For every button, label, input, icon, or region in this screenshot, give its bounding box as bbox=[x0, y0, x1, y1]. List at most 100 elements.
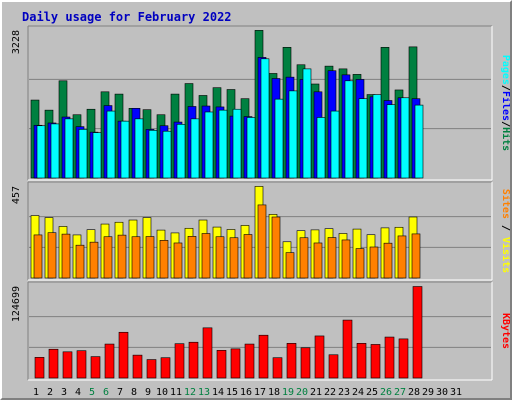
bar-kbytes-day-7 bbox=[118, 331, 129, 379]
y-max-label: 457 bbox=[11, 186, 22, 204]
day-label-23: 23 bbox=[338, 387, 350, 398]
bar-sites-day-27 bbox=[397, 235, 407, 279]
bar-pages-day-11 bbox=[176, 124, 186, 179]
bar-pages-day-18 bbox=[274, 98, 284, 179]
axis-label-part: Files bbox=[500, 91, 510, 121]
bar-sites-day-19 bbox=[285, 252, 295, 279]
bar-pages-day-10 bbox=[162, 130, 172, 179]
day-label-27: 27 bbox=[394, 387, 406, 398]
bar-kbytes-day-6 bbox=[104, 343, 115, 379]
day-label-26: 26 bbox=[380, 387, 392, 398]
day-label-6: 6 bbox=[103, 387, 109, 398]
axis-label-part: KBytes bbox=[500, 313, 510, 349]
bar-sites-day-4 bbox=[75, 244, 85, 279]
day-label-2: 2 bbox=[47, 387, 53, 398]
bar-sites-day-25 bbox=[369, 246, 379, 279]
bar-pages-day-28 bbox=[414, 104, 424, 179]
day-label-21: 21 bbox=[310, 387, 322, 398]
bar-sites-day-10 bbox=[159, 240, 169, 279]
bar-kbytes-day-18 bbox=[272, 357, 283, 379]
series-axis-label: Sites / Visits bbox=[500, 189, 510, 273]
bar-pages-day-24 bbox=[358, 98, 368, 179]
day-label-16: 16 bbox=[240, 387, 252, 398]
graph-title: Daily usage for February 2022 bbox=[22, 10, 232, 24]
bar-sites-day-22 bbox=[327, 237, 337, 279]
bar-pages-day-4 bbox=[78, 129, 88, 179]
axis-label-part: Sites bbox=[500, 189, 510, 219]
bar-kbytes-day-9 bbox=[146, 359, 157, 379]
day-label-22: 22 bbox=[324, 387, 336, 398]
day-label-15: 15 bbox=[226, 387, 238, 398]
day-label-19: 19 bbox=[282, 387, 294, 398]
bar-sites-day-17 bbox=[257, 204, 267, 279]
bar-pages-day-8 bbox=[134, 118, 144, 179]
bar-kbytes-day-5 bbox=[90, 356, 101, 379]
bar-kbytes-day-23 bbox=[342, 319, 353, 379]
bar-pages-day-23 bbox=[344, 80, 354, 179]
bar-pages-day-21 bbox=[316, 117, 326, 179]
day-label-30: 30 bbox=[436, 387, 448, 398]
bar-kbytes-day-16 bbox=[244, 343, 255, 379]
day-label-18: 18 bbox=[268, 387, 280, 398]
axis-label-part: Pages bbox=[500, 55, 510, 85]
bar-sites-day-9 bbox=[145, 236, 155, 279]
bar-kbytes-day-8 bbox=[132, 354, 143, 379]
bar-pages-day-9 bbox=[148, 130, 158, 179]
bar-kbytes-day-27 bbox=[398, 338, 409, 379]
day-label-31: 31 bbox=[450, 387, 462, 398]
bar-sites-day-28 bbox=[411, 233, 421, 279]
day-label-9: 9 bbox=[145, 387, 151, 398]
bar-pages-day-14 bbox=[218, 109, 228, 179]
bar-pages-day-26 bbox=[386, 104, 396, 179]
bar-kbytes-day-20 bbox=[300, 347, 311, 379]
bar-pages-day-5 bbox=[92, 132, 102, 179]
day-label-1: 1 bbox=[33, 387, 39, 398]
day-label-5: 5 bbox=[89, 387, 95, 398]
bar-sites-day-5 bbox=[89, 241, 99, 279]
bar-kbytes-day-19 bbox=[286, 343, 297, 379]
bar-sites-day-13 bbox=[201, 233, 211, 279]
bar-kbytes-day-11 bbox=[174, 343, 185, 379]
bar-pages-day-13 bbox=[204, 111, 214, 179]
day-label-13: 13 bbox=[198, 387, 210, 398]
day-label-12: 12 bbox=[184, 387, 196, 398]
bar-kbytes-day-22 bbox=[328, 354, 339, 379]
bar-sites-day-24 bbox=[355, 248, 365, 279]
bar-sites-day-2 bbox=[47, 232, 57, 279]
day-label-28: 28 bbox=[408, 387, 420, 398]
bar-kbytes-day-15 bbox=[230, 348, 241, 379]
axis-label-part: Visits bbox=[500, 237, 510, 273]
axis-label-part: / bbox=[500, 219, 510, 237]
bar-sites-day-18 bbox=[271, 216, 281, 279]
bar-sites-day-1 bbox=[33, 234, 43, 279]
bar-sites-day-16 bbox=[243, 234, 253, 279]
y-max-label: 3228 bbox=[11, 30, 22, 54]
bar-pages-day-3 bbox=[64, 118, 74, 179]
axis-label-part: / bbox=[500, 85, 510, 91]
bar-kbytes-day-21 bbox=[314, 335, 325, 379]
bar-kbytes-day-12 bbox=[188, 341, 199, 379]
bar-pages-day-2 bbox=[50, 123, 60, 179]
bar-kbytes-day-17 bbox=[258, 334, 269, 379]
day-label-20: 20 bbox=[296, 387, 308, 398]
day-label-25: 25 bbox=[366, 387, 378, 398]
bar-sites-day-11 bbox=[173, 242, 183, 279]
bar-kbytes-day-14 bbox=[216, 350, 227, 379]
bar-kbytes-day-13 bbox=[202, 327, 213, 379]
bar-sites-day-26 bbox=[383, 242, 393, 279]
day-label-10: 10 bbox=[156, 387, 168, 398]
bar-sites-day-6 bbox=[103, 236, 113, 279]
series-axis-label: Pages/Files/Hits bbox=[500, 55, 510, 151]
bar-kbytes-day-4 bbox=[76, 350, 87, 379]
bar-kbytes-day-24 bbox=[356, 343, 367, 379]
bar-pages-day-7 bbox=[120, 120, 130, 179]
day-label-24: 24 bbox=[352, 387, 364, 398]
series-axis-label: KBytes bbox=[500, 313, 510, 349]
bar-pages-day-15 bbox=[232, 108, 242, 179]
bar-pages-day-22 bbox=[330, 110, 340, 179]
bar-pages-day-20 bbox=[302, 68, 312, 179]
day-label-3: 3 bbox=[61, 387, 67, 398]
bar-pages-day-12 bbox=[190, 118, 200, 179]
